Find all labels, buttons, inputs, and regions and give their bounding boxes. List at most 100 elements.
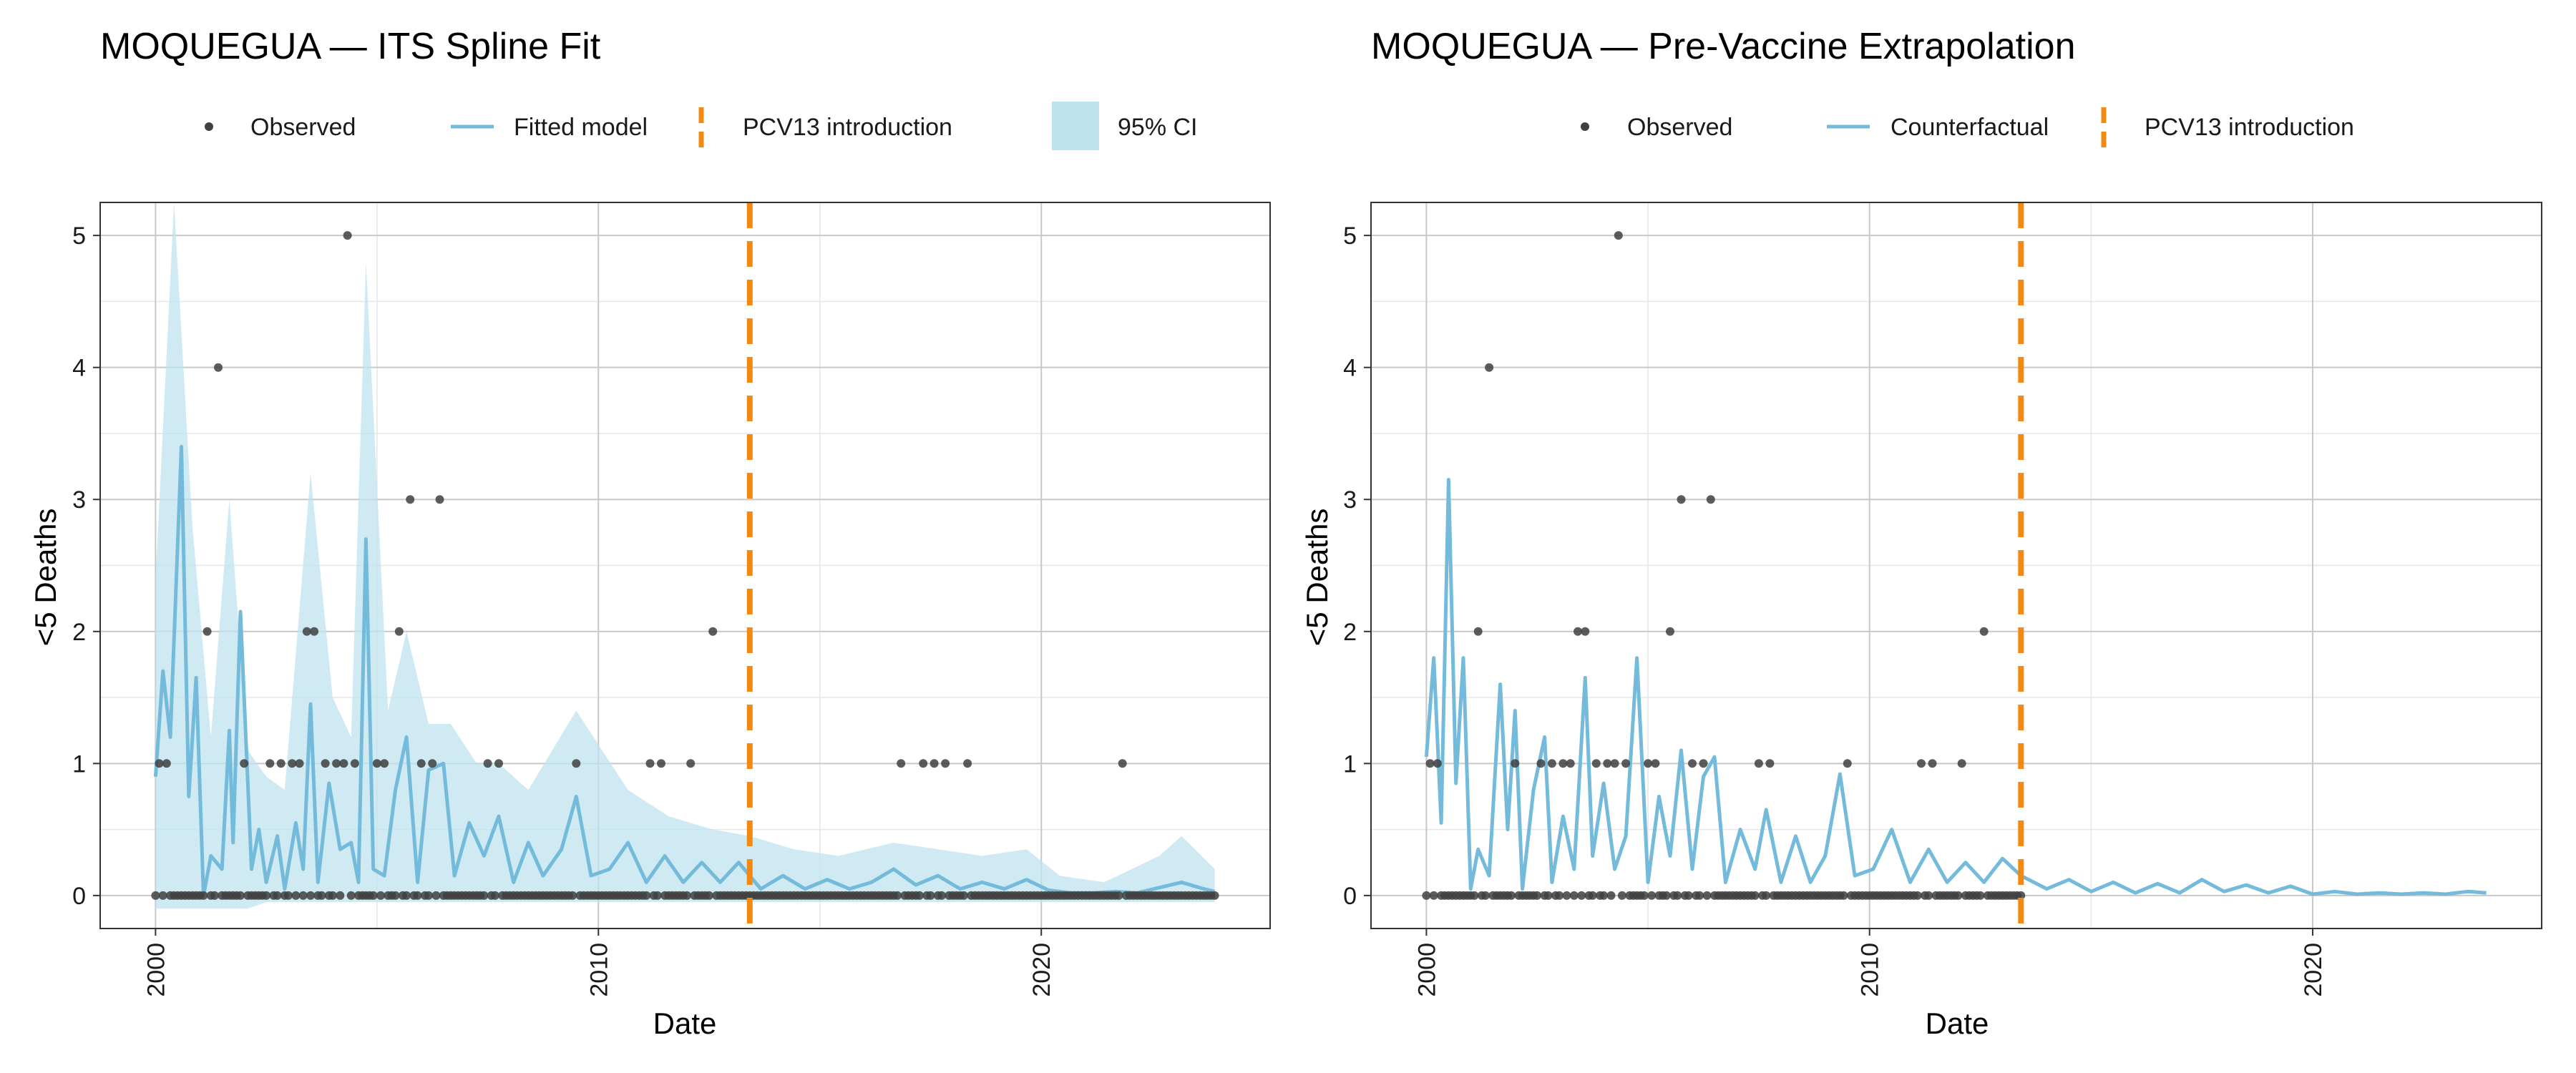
observed-point	[1562, 891, 1571, 900]
observed-point	[1651, 759, 1660, 768]
observed-point	[424, 891, 433, 900]
legend-item-ci: 95% CI	[1052, 102, 1198, 150]
observed-point	[1485, 363, 1494, 372]
observed-point	[1591, 759, 1601, 768]
x-tick-label: 2000	[142, 943, 170, 997]
observed-point	[1210, 891, 1219, 900]
observed-point	[302, 627, 311, 636]
observed-point	[572, 759, 581, 768]
x-axis-ticks: 2000 2010 2020	[1413, 929, 2327, 997]
observed-point	[941, 759, 950, 768]
y-tick-label: 4	[72, 355, 86, 382]
y-tick-label: 2	[72, 619, 86, 646]
observed-point	[926, 891, 935, 900]
observed-point	[1577, 891, 1586, 900]
x-tick-label: 2020	[1028, 943, 1055, 997]
legend-item-counterfactual: Counterfactual	[1827, 114, 2049, 141]
observed-point	[372, 759, 381, 768]
counterfactual-line-layer	[1424, 478, 2487, 896]
plot-border	[1370, 202, 2542, 929]
plot-frame	[99, 202, 1271, 929]
observed-point	[1425, 759, 1435, 768]
observed-point	[332, 759, 341, 768]
observed-point	[1543, 891, 1553, 900]
y-tick-label: 2	[1343, 619, 1357, 646]
observed-point	[1662, 891, 1671, 900]
x-tick-label: 2010	[1857, 943, 1884, 997]
legend-observed-swatch	[1581, 122, 1589, 131]
observed-point	[1507, 891, 1516, 900]
observed-point	[1706, 495, 1715, 504]
observed-point	[1547, 759, 1556, 768]
observed-point	[328, 891, 337, 900]
legend-item-observed: Observed	[205, 114, 356, 141]
observed-point	[155, 759, 164, 768]
observed-point	[708, 627, 718, 636]
legend: Observed Fitted model PCV13 introduction…	[205, 102, 1198, 152]
observed-point	[1574, 627, 1582, 636]
observed-point	[203, 627, 212, 636]
observed-point	[346, 891, 356, 900]
observed-point	[1976, 891, 1985, 900]
observed-point	[199, 891, 208, 900]
observed-point	[479, 891, 489, 900]
gridlines	[1371, 202, 2542, 929]
observed-point	[1666, 627, 1674, 636]
observed-point	[1536, 759, 1546, 768]
panel-its-spline-fit: MOQUEGUA — ITS Spline Fit Observed Fitte…	[29, 26, 1271, 1040]
panel-pre-vaccine-extrapolation: MOQUEGUA — Pre-Vaccine Extrapolation Obs…	[1300, 26, 2542, 1040]
legend-observed-swatch	[205, 122, 213, 131]
y-tick-label: 5	[72, 222, 86, 250]
observed-point	[240, 759, 249, 768]
observed-point	[288, 759, 297, 768]
y-tick-label: 0	[1343, 883, 1357, 910]
observed-point	[1558, 759, 1568, 768]
observed-point	[893, 891, 902, 900]
observed-point	[162, 759, 171, 768]
x-tick-label: 2020	[2300, 943, 2327, 997]
y-axis-ticks: 0 1 2 3 4 5	[72, 222, 100, 910]
observed-point	[295, 759, 304, 768]
observed-point	[151, 891, 160, 900]
fitted-line	[153, 444, 1216, 898]
plot-border	[99, 202, 1271, 929]
observed-point	[1979, 627, 1989, 636]
observed-point	[1913, 891, 1922, 900]
observed-point	[1702, 891, 1712, 900]
y-tick-label: 1	[1343, 750, 1357, 778]
legend-item-observed: Observed	[1581, 114, 1732, 141]
legend-pcv13-label: PCV13 introduction	[2145, 114, 2354, 141]
observed-point	[310, 627, 319, 636]
ci-band	[155, 202, 1215, 909]
plot-frame	[1370, 202, 2542, 929]
plot-area	[1370, 202, 2542, 929]
legend: Observed Counterfactual PCV13 introducti…	[1581, 107, 2354, 152]
observed-point	[1433, 759, 1442, 768]
observed-point	[959, 891, 968, 900]
observed-point	[431, 891, 441, 900]
y-tick-label: 4	[1343, 355, 1357, 382]
legend-counterfactual-label: Counterfactual	[1890, 114, 2049, 141]
observed-point	[1118, 759, 1127, 768]
observed-point	[306, 891, 315, 900]
observed-point	[1422, 891, 1431, 900]
x-axis-label: Date	[1926, 1006, 1989, 1040]
y-tick-label: 3	[72, 486, 86, 514]
observed-point	[494, 759, 503, 768]
observed-point	[1695, 891, 1704, 900]
observed-point	[273, 891, 282, 900]
observed-points-layer	[1422, 231, 2026, 900]
observed-point	[435, 495, 444, 504]
observed-point	[284, 891, 293, 900]
observed-point	[1606, 891, 1616, 900]
observed-point	[937, 891, 946, 900]
ci-band-layer	[155, 202, 1215, 909]
observed-point	[963, 759, 972, 768]
observed-point	[930, 759, 939, 768]
observed-point	[1639, 891, 1649, 900]
observed-point	[1473, 627, 1483, 636]
observed-point	[1581, 627, 1590, 636]
y-tick-label: 0	[72, 883, 86, 910]
observed-point	[1569, 891, 1579, 900]
observed-point	[321, 759, 330, 768]
